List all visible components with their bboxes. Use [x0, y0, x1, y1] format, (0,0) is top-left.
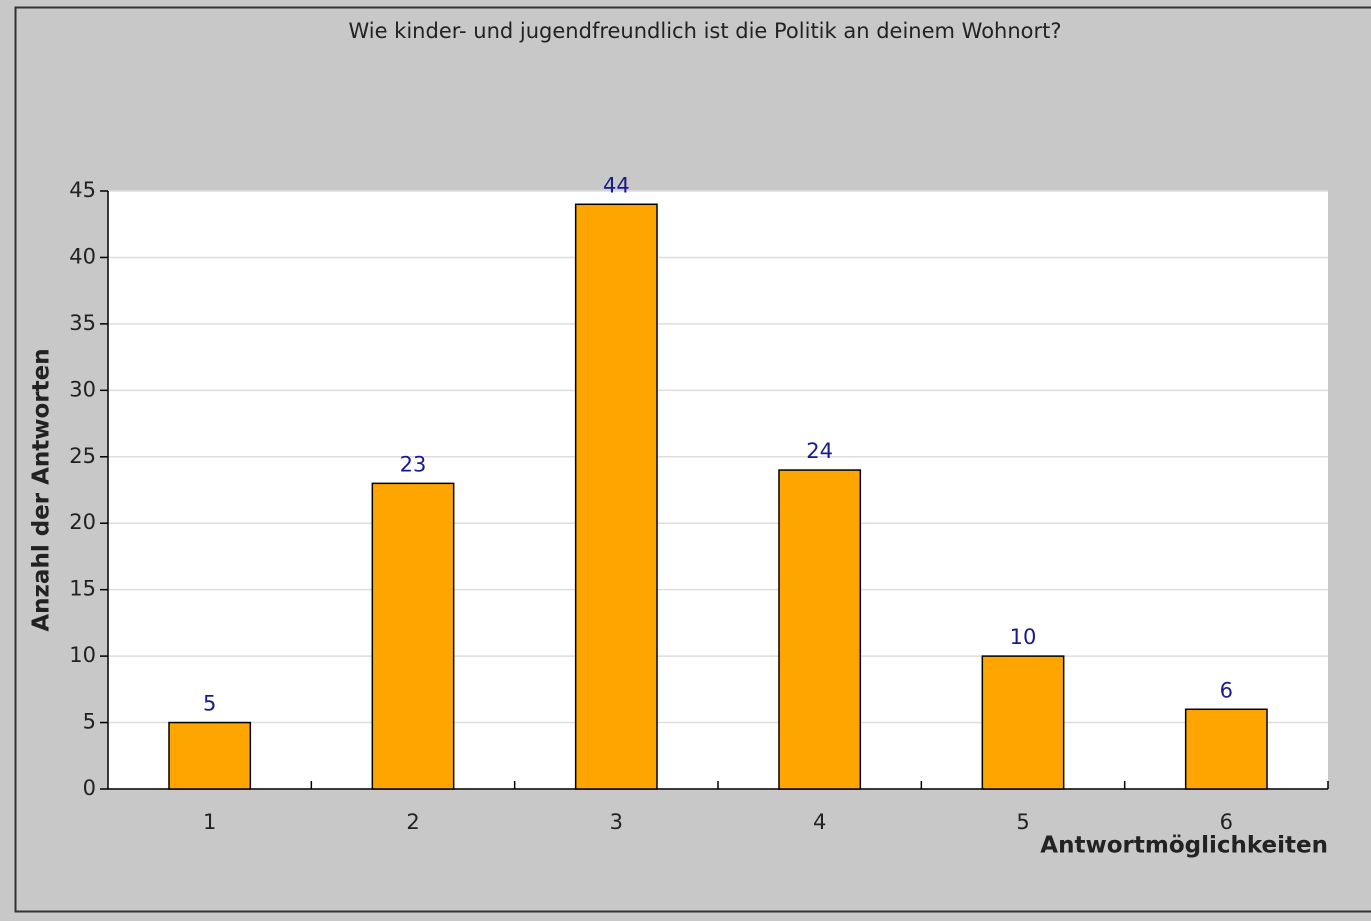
value-label: 10 [1010, 625, 1037, 649]
x-tick-label: 2 [406, 810, 419, 834]
value-label: 44 [603, 173, 630, 197]
y-tick-label: 5 [83, 710, 96, 734]
chart-title: Wie kinder- und jugendfreundlich ist die… [348, 19, 1061, 43]
y-axis-label: Anzahl der Antworten [29, 348, 55, 631]
y-tick-label: 35 [69, 311, 96, 335]
y-tick-label: 15 [69, 577, 96, 601]
y-tick-label: 40 [69, 244, 96, 268]
bar [576, 204, 657, 789]
value-label: 23 [400, 452, 427, 476]
bar [372, 483, 453, 789]
y-tick-label: 25 [69, 444, 96, 468]
plot-area [108, 191, 1328, 789]
bar [779, 470, 860, 789]
x-tick-label: 3 [610, 810, 623, 834]
value-label: 5 [203, 692, 216, 716]
value-label: 6 [1220, 678, 1233, 702]
x-axis-label: Antwortmöglichkeiten [1040, 833, 1328, 859]
bar [982, 656, 1063, 789]
x-tick-label: 1 [203, 810, 216, 834]
value-label: 24 [806, 439, 833, 463]
y-tick-label: 0 [83, 776, 96, 800]
bar [169, 723, 250, 789]
y-tick-label: 20 [69, 510, 96, 534]
x-tick-label: 5 [1016, 810, 1029, 834]
y-tick-label: 10 [69, 643, 96, 667]
x-tick-label: 4 [813, 810, 826, 834]
y-tick-label: 45 [69, 178, 96, 202]
bar [1186, 709, 1267, 789]
x-tick-label: 6 [1220, 810, 1233, 834]
y-tick-label: 30 [69, 377, 96, 401]
